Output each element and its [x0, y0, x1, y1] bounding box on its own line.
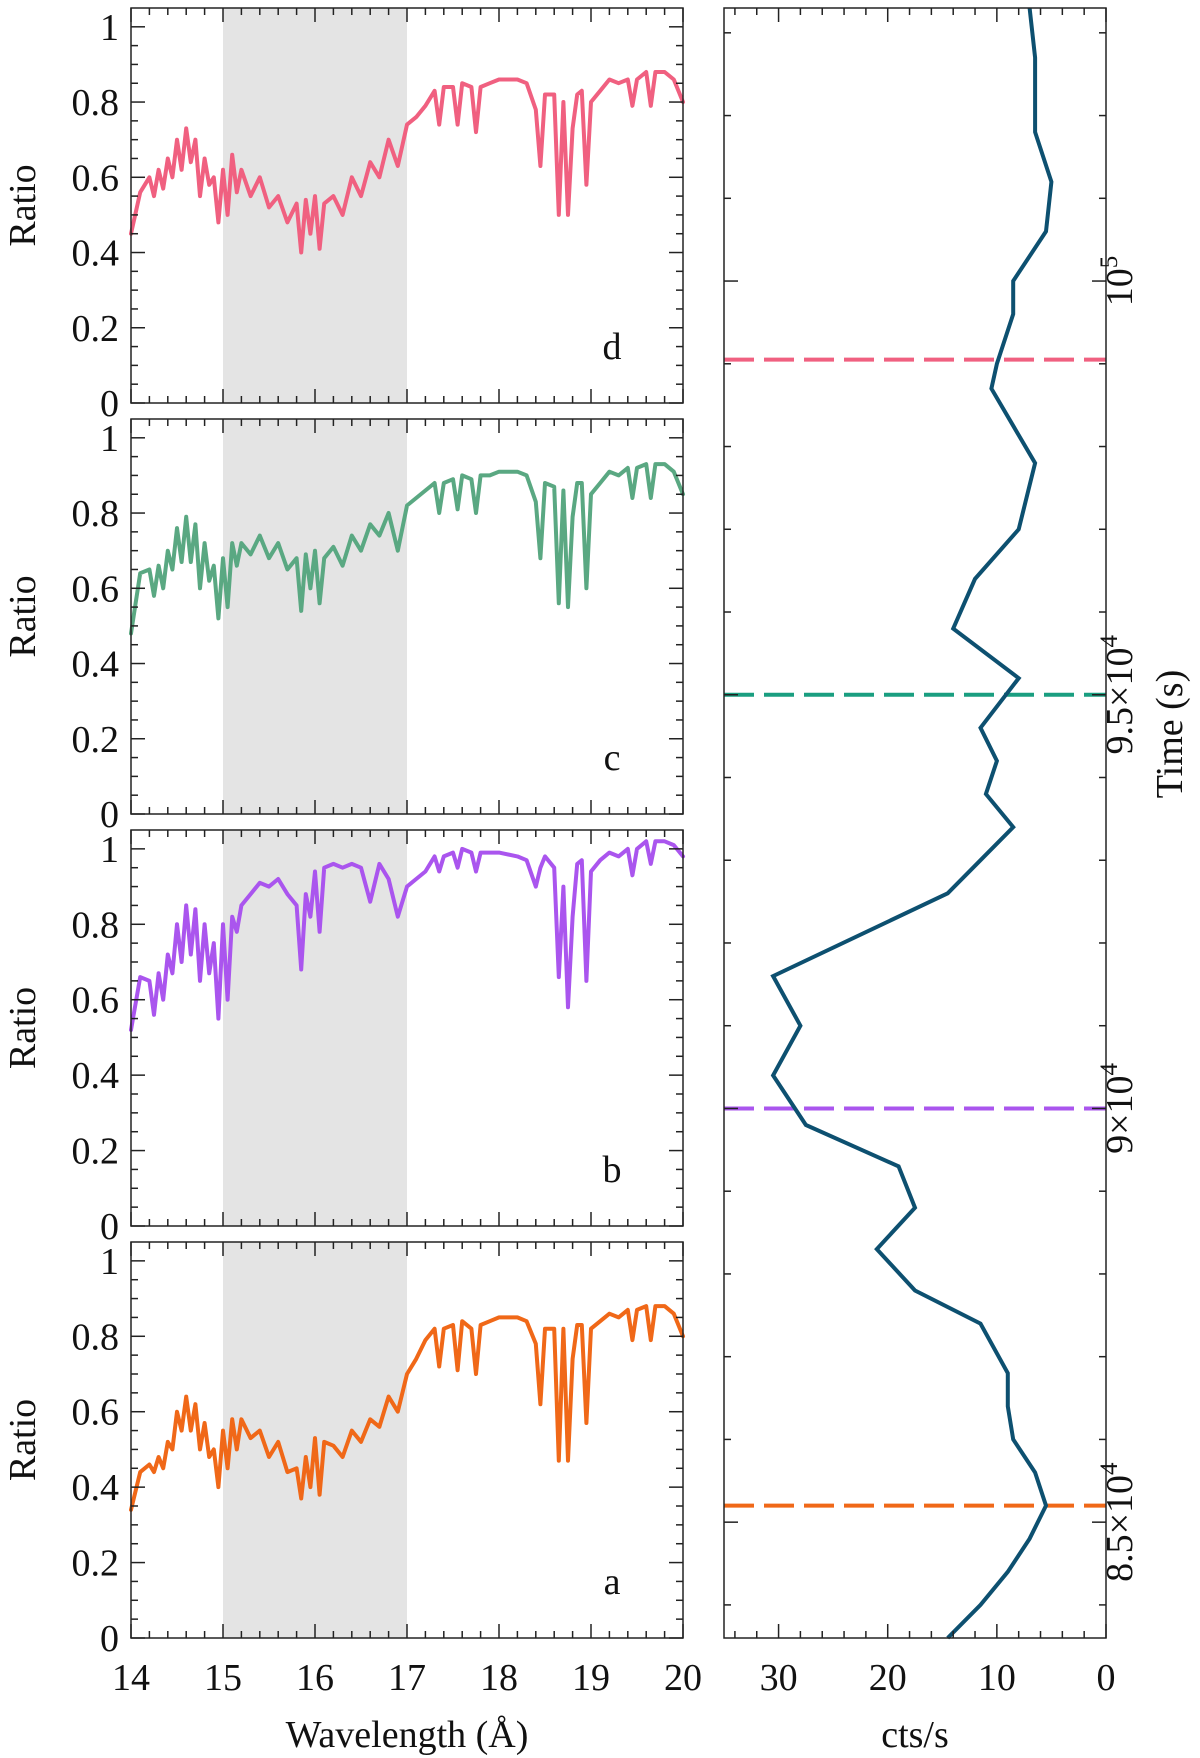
axes-frame-lightcurve	[723, 7, 1107, 1639]
x-tick-label: 16	[296, 1657, 334, 1699]
spectrum-line-d	[129, 70, 685, 255]
y-tick-label: 0	[100, 383, 119, 425]
y-tick-label: 0.2	[72, 1543, 120, 1585]
y-axis-title: Ratio	[2, 575, 44, 657]
y-tick-label: 105	[1096, 256, 1141, 307]
light-curve-line	[770, 7, 1054, 1640]
y-tick-label: 1	[100, 7, 119, 49]
panel-tag: b	[603, 1149, 622, 1191]
y-tick-label: 0.6	[72, 1392, 120, 1434]
y-tick-label: 0.2	[72, 308, 120, 350]
y-tick-label: 0.2	[72, 719, 120, 761]
y-tick-label: 0.8	[72, 493, 120, 535]
x-tick-label: 20	[869, 1657, 907, 1699]
y-tick-label: 9.5×104	[1096, 635, 1141, 755]
y-tick-label: 0.8	[72, 1316, 120, 1358]
y-tick-label: 0.8	[72, 904, 120, 946]
y-axis-title: Ratio	[2, 987, 44, 1069]
y-tick-label: 0.8	[72, 82, 120, 124]
y-tick-label: 1	[100, 418, 119, 460]
shaded-band-c	[223, 419, 407, 814]
y-axis-title: Ratio	[2, 164, 44, 246]
panel-b: 0 0.2 0.4 0.6 0.8 1 Ratio b	[2, 829, 685, 1248]
y-tick-label: 0	[100, 1206, 119, 1248]
x-tick-label: 30	[760, 1657, 798, 1699]
spectrum-line-c	[129, 462, 685, 636]
panel-tag: c	[604, 737, 621, 779]
y-tick-label: 0	[100, 1618, 119, 1660]
panel-tag: a	[604, 1561, 621, 1603]
panel-d: 0 0.2 0.4 0.6 0.8 1 Ratio d	[2, 7, 685, 425]
x-tick-label: 18	[480, 1657, 518, 1699]
panel-c: 0 0.2 0.4 0.6 0.8 1 Ratio c	[2, 418, 685, 836]
spectrum-line-b	[129, 839, 685, 1032]
x-tick-label: 15	[204, 1657, 242, 1699]
y-tick-label: 8.5×104	[1096, 1462, 1141, 1582]
y-tick-label: 0.2	[72, 1131, 120, 1173]
spectrum-line-a	[129, 1304, 685, 1512]
panel-a: 0 0.2 0.4 0.6 0.8 1 Ratio a	[2, 1241, 685, 1660]
x-tick-label: 17	[388, 1657, 426, 1699]
y-tick-label: 0.4	[72, 1467, 120, 1509]
y-tick-label: 0.4	[72, 233, 120, 275]
y-tick-label: 0	[100, 794, 119, 836]
y-tick-label: 9×104	[1096, 1062, 1141, 1153]
panel-lightcurve: 30 20 10 0 cts/s 8.5×104 9×104 9.5×104 105 Time (…	[723, 7, 1191, 1756]
x-tick-label: 10	[978, 1657, 1016, 1699]
panel-tag: d	[603, 326, 622, 368]
y-tick-label: 1	[100, 829, 119, 871]
x-tick-label: 19	[572, 1657, 610, 1699]
y-tick-label: 1	[100, 1241, 119, 1283]
y-axis-title: Ratio	[2, 1399, 44, 1481]
x-tick-label: 20	[664, 1657, 702, 1699]
x-tick-label: 14	[112, 1657, 150, 1699]
x-axis-title: Wavelength (Å)	[286, 1714, 529, 1756]
y-tick-label: 0.4	[72, 644, 120, 686]
y-tick-label: 0.4	[72, 1055, 120, 1097]
y-tick-label: 0.6	[72, 157, 120, 199]
y-tick-label: 0.6	[72, 980, 120, 1022]
x-axis-title: cts/s	[881, 1714, 949, 1756]
x-tick-label: 0	[1097, 1657, 1116, 1699]
y-tick-label: 0.6	[72, 568, 120, 610]
y-axis-title: Time (s)	[1149, 670, 1191, 798]
